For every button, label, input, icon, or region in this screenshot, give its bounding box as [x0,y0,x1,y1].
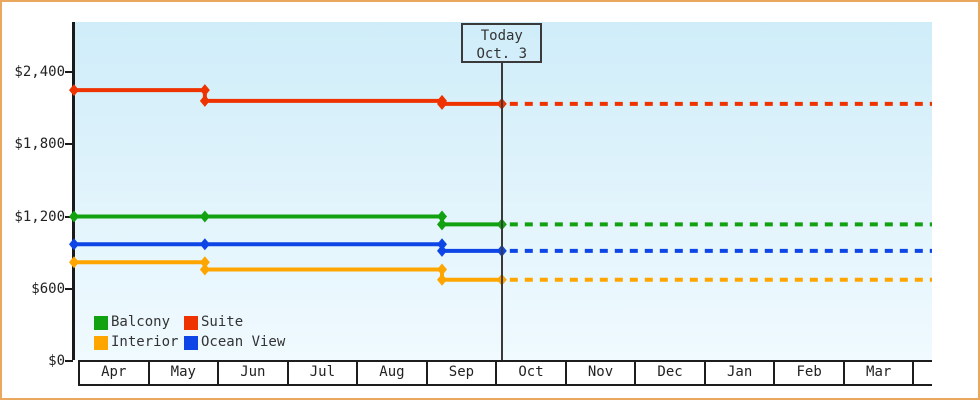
month-cell-nov: Nov [564,360,637,386]
month-cell-mar: Mar [842,360,915,386]
data-point-ocean-view[interactable] [436,244,447,257]
month-cell-may: May [147,360,220,386]
ocean-view-swatch-icon [184,335,198,350]
data-point-interior[interactable] [199,256,210,269]
month-cell-jan: Jan [703,360,776,386]
series-line-ocean-view [74,242,502,253]
legend-item-ocean-view: Ocean View [184,335,285,350]
interior-swatch-icon [94,335,108,350]
data-point-ocean-view[interactable] [199,238,210,251]
suite-swatch-icon [184,315,198,330]
series-line-interior [74,260,502,282]
today-line [501,61,503,360]
data-point-interior[interactable] [436,263,447,276]
today-date: Oct. 3 [476,46,528,62]
month-cell-partial [912,360,932,386]
data-point-balcony[interactable] [69,210,79,223]
y-tick-label: $2,400 [14,64,65,80]
y-tick-label: $1,800 [14,136,65,153]
data-point-suite[interactable] [199,94,210,107]
y-tick-label: $1,200 [14,208,65,225]
data-point-ocean-view[interactable] [436,238,447,251]
month-cell-apr: Apr [78,360,150,386]
month-cell-aug: Aug [356,360,428,386]
y-tick [65,71,73,73]
y-tick-label: $0 [48,353,65,369]
legend-label: Interior [111,334,179,350]
y-tick [65,143,73,146]
y-tick-label: $600 [31,280,65,297]
y-axis [72,22,75,360]
series-line-balcony [74,214,502,227]
legend-label: Balcony [111,314,171,330]
data-point-suite[interactable] [199,84,210,97]
data-point-interior[interactable] [69,256,79,269]
data-point-interior[interactable] [436,273,447,286]
legend-item-interior: Interior [94,335,178,350]
month-cell-dec: Dec [634,360,706,386]
month-cell-feb: Feb [773,360,845,386]
plot-area [74,22,932,360]
data-point-ocean-view[interactable] [69,238,79,251]
legend-item-balcony: Balcony [94,315,170,330]
y-tick [65,287,73,290]
data-point-balcony[interactable] [436,210,447,223]
month-cell-sep: Sep [425,360,498,386]
data-point-balcony[interactable] [436,218,447,231]
month-cell-jun: Jun [217,360,289,386]
series-line-suite [74,88,502,106]
today-label: Today [480,28,523,44]
legend-label: Suite [201,314,244,330]
month-cell-jul: Jul [286,360,359,386]
data-point-balcony[interactable] [199,210,210,223]
legend-label: Ocean View [201,334,286,350]
balcony-swatch-icon [94,315,108,330]
legend-item-suite: Suite [184,315,243,330]
month-cell-oct: Oct [495,360,567,386]
y-tick [65,360,73,362]
today-annotation: Today Oct. 3 [461,23,543,63]
data-point-suite[interactable] [436,97,447,110]
data-point-suite[interactable] [69,84,79,97]
data-point-interior[interactable] [199,263,210,276]
